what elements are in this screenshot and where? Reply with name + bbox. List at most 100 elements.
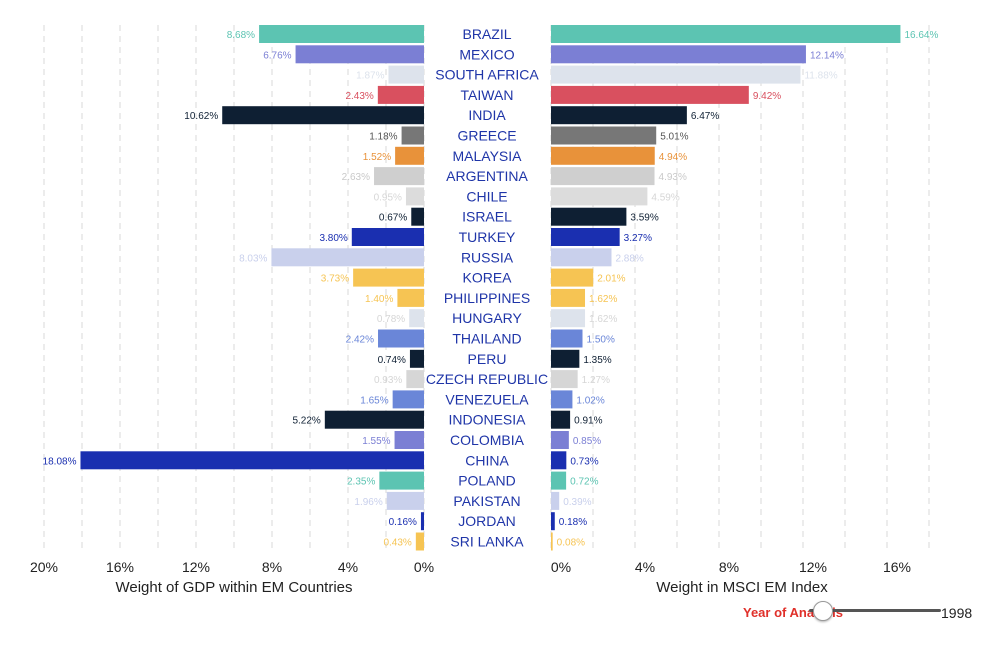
country-label: RUSSIA: [461, 249, 514, 265]
country-label: SOUTH AFRICA: [435, 67, 539, 83]
country-label: ISRAEL: [462, 209, 512, 225]
left-value-label: 2.63%: [342, 172, 370, 183]
right-value-label: 1.50%: [587, 335, 615, 346]
right-value-label: 5.01%: [660, 132, 688, 143]
left-bar: [295, 45, 424, 64]
left-value-label: 2.35%: [347, 477, 375, 488]
left-value-label: 2.42%: [346, 335, 374, 346]
left-value-label: 1.52%: [363, 152, 391, 163]
right-tick-label: 4%: [635, 559, 655, 575]
right-value-label: 4.93%: [659, 172, 687, 183]
right-bar: [551, 146, 655, 165]
right-value-label: 11.88%: [804, 71, 837, 82]
left-bar: [222, 106, 424, 125]
left-value-label: 1.96%: [354, 497, 382, 508]
right-value-label: 0.39%: [563, 497, 591, 508]
left-value-label: 0.67%: [379, 213, 407, 224]
right-bar: [551, 471, 567, 490]
left-value-label: 3.73%: [321, 274, 349, 285]
country-label: VENEZUELA: [445, 391, 529, 407]
right-bar: [551, 512, 555, 531]
left-bar: [379, 471, 424, 490]
country-label: JORDAN: [458, 513, 516, 529]
right-value-label: 2.01%: [597, 274, 625, 285]
left-value-label: 8.68%: [227, 30, 255, 41]
left-value-label: 1.18%: [369, 132, 397, 143]
right-bar: [551, 187, 648, 206]
right-bar: [551, 85, 749, 104]
right-value-label: 1.35%: [583, 355, 611, 366]
right-bar: [551, 167, 655, 186]
left-bar: [324, 410, 424, 429]
year-slider-track[interactable]: [809, 609, 941, 612]
left-bar: [392, 390, 424, 409]
right-bar: [551, 491, 560, 510]
year-slider-control: Year of Analysis 1998: [743, 601, 993, 625]
left-bar: [395, 146, 424, 165]
right-bar: [551, 390, 573, 409]
country-label: ARGENTINA: [446, 168, 528, 184]
country-label: TAIWAN: [461, 87, 514, 103]
left-bar: [394, 431, 424, 449]
left-bar: [409, 309, 424, 328]
left-bar: [353, 268, 424, 287]
left-bar: [271, 248, 424, 267]
left-axis-title: Weight of GDP within EM Countries: [115, 579, 352, 596]
left-bar: [351, 228, 424, 246]
right-value-label: 9.42%: [753, 91, 781, 102]
left-bar: [420, 512, 424, 531]
left-value-label: 1.40%: [365, 294, 393, 305]
left-bar: [415, 532, 424, 551]
country-label: CHILE: [466, 188, 507, 204]
left-bar: [377, 85, 424, 104]
left-value-label: 0.43%: [383, 538, 411, 549]
left-value-label: 6.76%: [263, 50, 291, 61]
left-value-label: 0.74%: [378, 355, 406, 366]
year-slider-thumb[interactable]: [813, 601, 834, 621]
country-label: MEXICO: [459, 46, 514, 62]
right-value-label: 1.02%: [576, 395, 604, 406]
right-value-label: 2.88%: [615, 253, 643, 264]
left-bar: [388, 65, 424, 84]
chart-svg: 8.68% 16.64% BRAZIL 6.76% 12.14% MEXICO 1.87% 1…: [30, 25, 938, 596]
country-label: BRAZIL: [462, 26, 511, 42]
left-value-label: 18.08%: [43, 456, 77, 467]
right-bar: [551, 532, 553, 551]
right-tick-label: 8%: [719, 559, 739, 575]
right-tick-label: 12%: [799, 559, 827, 575]
left-bar: [409, 349, 424, 368]
right-bar: [551, 329, 583, 348]
right-bar: [551, 25, 901, 43]
right-bar: [551, 126, 657, 145]
right-value-label: 1.62%: [589, 314, 617, 325]
right-axis-title: Weight in MSCI EM Index: [656, 579, 828, 596]
country-label: PAKISTAN: [453, 493, 520, 509]
right-bar: [551, 451, 567, 470]
country-label: HUNGARY: [452, 310, 522, 326]
left-value-label: 1.55%: [362, 436, 390, 447]
right-value-label: 6.47%: [691, 111, 719, 122]
right-value-label: 0.73%: [570, 456, 598, 467]
left-value-label: 0.93%: [374, 375, 402, 386]
left-value-label: 0.16%: [389, 517, 417, 528]
left-tick-label: 8%: [262, 559, 282, 575]
left-value-label: 8.03%: [239, 253, 267, 264]
left-value-label: 10.62%: [184, 111, 218, 122]
country-label: INDONESIA: [448, 412, 526, 428]
right-value-label: 3.27%: [624, 233, 652, 244]
left-value-label: 0.78%: [377, 314, 405, 325]
left-tick-label: 4%: [338, 559, 358, 575]
right-bar: [551, 309, 586, 328]
right-value-label: 0.85%: [573, 436, 601, 447]
right-bar: [551, 207, 627, 226]
left-value-label: 3.80%: [319, 233, 347, 244]
left-bar: [259, 25, 424, 43]
country-label: CZECH REPUBLIC: [426, 371, 548, 387]
right-bar: [551, 370, 578, 389]
country-label: SRI LANKA: [450, 534, 524, 550]
right-bar: [551, 349, 580, 368]
left-bar: [397, 288, 424, 307]
right-value-label: 1.27%: [582, 375, 610, 386]
right-tick-label: 16%: [883, 559, 911, 575]
right-value-label: 4.59%: [651, 192, 679, 203]
